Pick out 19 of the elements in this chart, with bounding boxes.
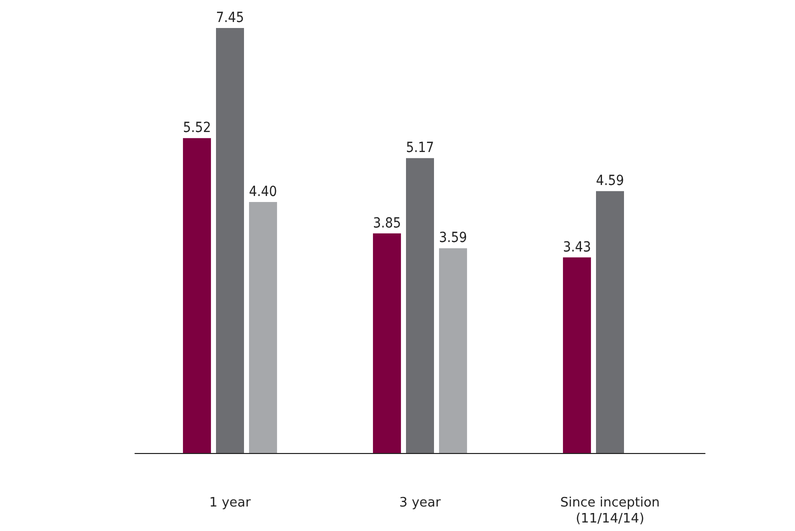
bar: [182, 138, 211, 453]
data-label: 5.52: [182, 120, 211, 136]
bar: [216, 28, 244, 453]
data-label: 7.45: [216, 10, 244, 26]
bar: [406, 158, 434, 453]
x-tick-label: 1 year: [209, 496, 252, 510]
bar: [372, 233, 401, 453]
bar: [596, 191, 624, 453]
x-tick-label: Since inception (11/14/14): [560, 496, 660, 526]
data-label: 3.59: [439, 230, 468, 246]
data-label: 4.40: [249, 184, 278, 200]
data-label: 3.43: [562, 239, 591, 256]
bar: [249, 202, 278, 453]
data-label: 5.17: [406, 140, 434, 156]
data-label: 3.85: [372, 215, 401, 232]
data-label: 4.59: [596, 173, 624, 190]
x-tick-label: 3 year: [399, 496, 442, 510]
bar: [439, 248, 468, 453]
bar: [562, 257, 591, 453]
